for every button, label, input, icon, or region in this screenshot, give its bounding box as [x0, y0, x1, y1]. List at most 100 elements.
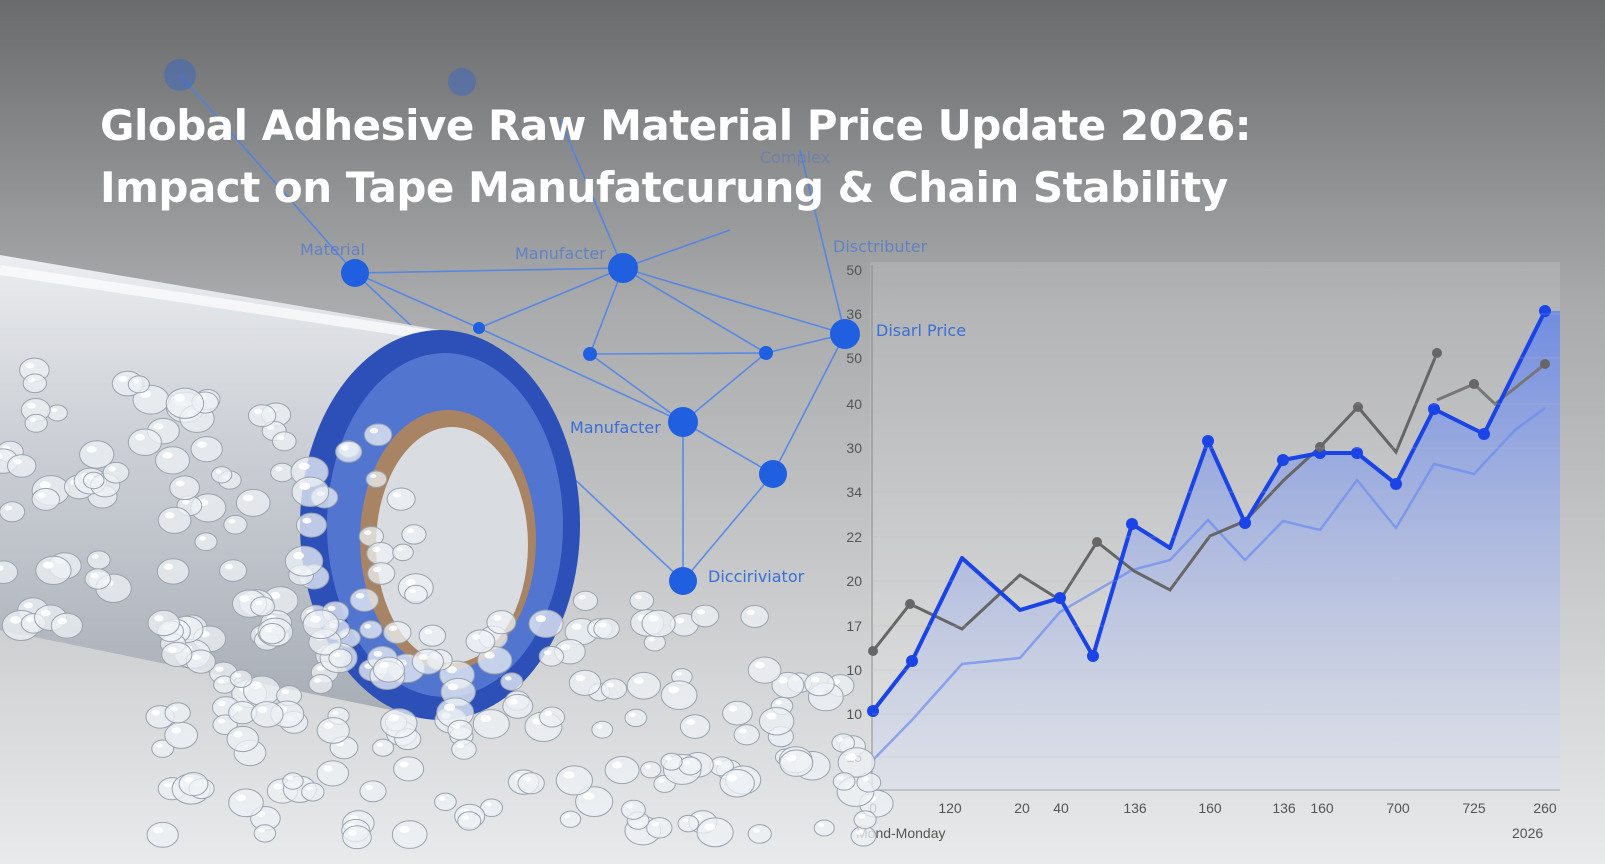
- pellet: [84, 568, 112, 590]
- pellet-shine: [544, 650, 552, 656]
- pellet: [250, 701, 284, 728]
- point: [905, 599, 915, 609]
- pellet: [270, 462, 295, 483]
- pellet: [626, 671, 661, 700]
- point: [1390, 478, 1402, 490]
- x-tick-label: 700: [1386, 800, 1410, 816]
- pellet-shine: [253, 408, 263, 415]
- x-tick-label: 120: [938, 800, 962, 816]
- point: [1539, 305, 1551, 317]
- pellet-shine: [132, 379, 139, 384]
- point: [1478, 428, 1490, 440]
- x-axis-label: Mond-Monday: [856, 825, 946, 841]
- pellet-shine: [273, 783, 283, 790]
- pellet: [259, 623, 286, 645]
- pellet-shine: [27, 402, 36, 409]
- pellet-shine: [234, 673, 242, 678]
- pellet-shine: [167, 646, 177, 653]
- pellet: [434, 792, 457, 812]
- point: [1126, 518, 1138, 530]
- pellet: [472, 709, 510, 739]
- pellet: [164, 702, 191, 724]
- pellet-shine: [13, 458, 22, 465]
- pellet-shine: [704, 823, 716, 831]
- pellet-shine: [199, 536, 206, 541]
- pellet-shine: [598, 622, 607, 628]
- pellet: [50, 612, 83, 639]
- pellet: [31, 487, 61, 511]
- pellet: [301, 782, 325, 802]
- pellet: [291, 476, 330, 508]
- pellet-shine: [452, 723, 461, 729]
- pellet-shine: [91, 554, 99, 559]
- pellet-shine: [644, 764, 651, 769]
- pellet-shine: [810, 676, 820, 683]
- pellet-shine: [626, 803, 634, 809]
- pellet-shine: [292, 551, 305, 560]
- pellet-shine: [250, 681, 262, 689]
- pellet-shine: [634, 594, 642, 600]
- pellet-shine: [0, 565, 4, 571]
- pellet-shine: [564, 814, 571, 819]
- pellet: [372, 656, 405, 683]
- pellet-shine: [233, 731, 243, 738]
- y-tick-label: 34: [846, 484, 862, 500]
- pellet-shine: [266, 424, 275, 430]
- network-label: Disctributer: [833, 237, 928, 256]
- x-tick-label: 136: [1272, 800, 1296, 816]
- pellet-shine: [355, 592, 365, 599]
- pellet-shine: [29, 417, 37, 423]
- pellet: [228, 788, 264, 818]
- pellet-shine: [316, 665, 325, 672]
- gray-line: [871, 352, 1439, 652]
- y-tick-label: 50: [846, 262, 862, 278]
- chart-legend: Disarl Price: [876, 321, 966, 340]
- pellet-shine: [153, 827, 163, 834]
- pellet-shine: [163, 781, 173, 788]
- pellet-shine: [275, 466, 283, 472]
- point: [906, 655, 918, 667]
- pellet: [411, 648, 444, 675]
- pellet: [24, 413, 48, 433]
- pellet: [604, 756, 640, 785]
- pellet-shine: [633, 677, 644, 685]
- pellet: [295, 512, 327, 538]
- pellet: [282, 772, 304, 790]
- pellet-shine: [675, 671, 682, 676]
- headline: Impact on Tape Manufatcurung & Chain Sta…: [100, 163, 1228, 212]
- pellet: [758, 706, 795, 736]
- headline: Global Adhesive Raw Material Price Updat…: [100, 101, 1251, 150]
- x-tick-label: 260: [1533, 800, 1557, 816]
- pellet-shine: [424, 629, 433, 635]
- pellet-shine: [754, 661, 765, 669]
- pellet-shine: [118, 375, 128, 383]
- pellet-shine: [224, 563, 234, 570]
- pellet-shine: [333, 652, 341, 658]
- pellet-shine: [578, 594, 586, 600]
- pellet: [393, 756, 425, 782]
- pellet: [210, 466, 233, 484]
- pellet-shine: [134, 433, 145, 441]
- point: [867, 705, 879, 717]
- pellet: [559, 810, 582, 828]
- pellet: [591, 720, 614, 739]
- y-tick-label: 10: [846, 662, 862, 678]
- pellet-shine: [858, 814, 866, 819]
- pellet: [572, 590, 599, 611]
- pellet-shine: [184, 776, 194, 783]
- pellet: [127, 428, 162, 457]
- pellet: [359, 780, 387, 803]
- pellet: [517, 772, 545, 795]
- pellet: [679, 714, 711, 739]
- pellet-shine: [648, 615, 659, 622]
- pellet: [691, 604, 720, 628]
- point: [1315, 442, 1325, 452]
- network-label: Manufacter: [515, 244, 606, 263]
- pellet-shine: [313, 678, 321, 683]
- pellet-shine: [215, 469, 222, 474]
- pellet: [365, 470, 388, 488]
- pellet-shine: [675, 617, 685, 624]
- pellet: [22, 373, 47, 394]
- point: [1540, 359, 1550, 369]
- pellet: [804, 671, 835, 697]
